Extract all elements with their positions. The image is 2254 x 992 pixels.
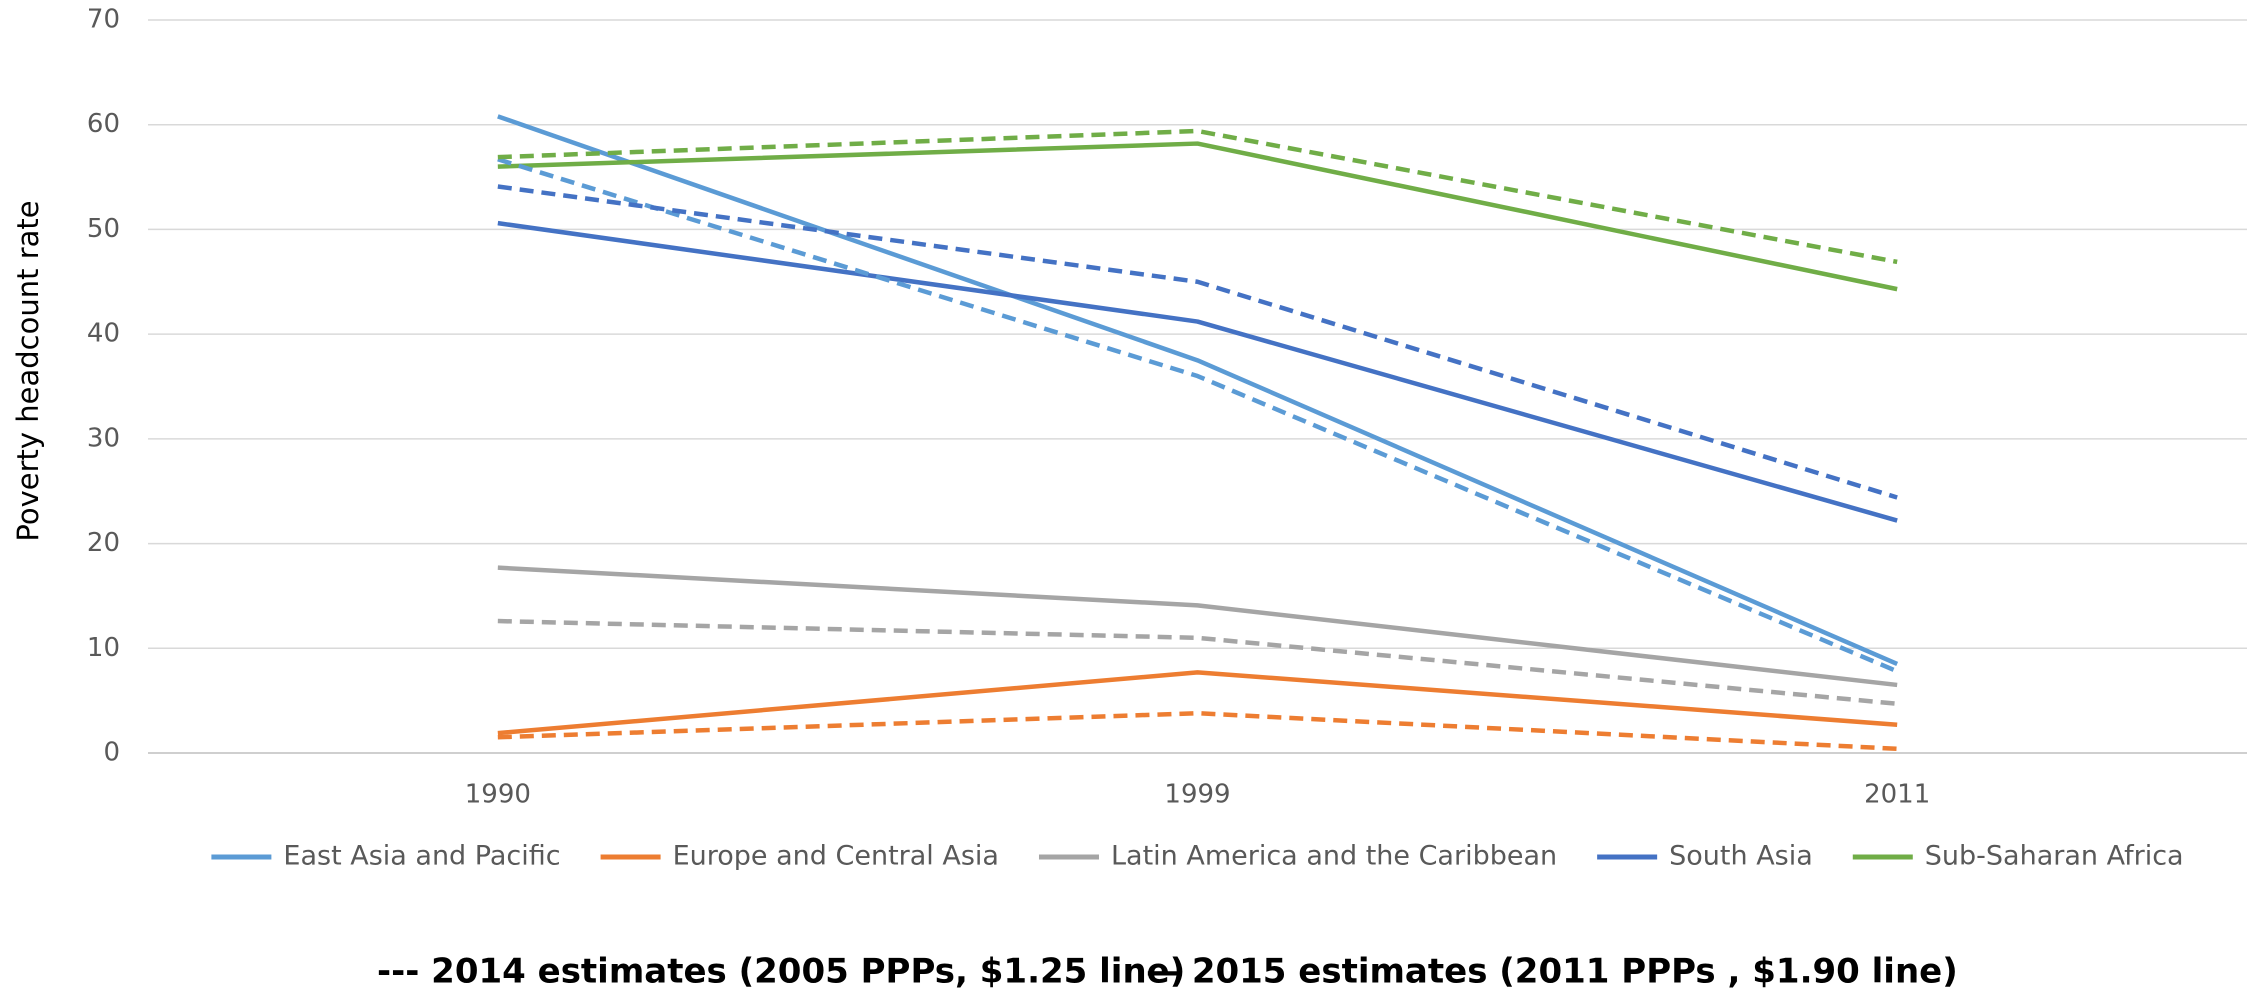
line-series xyxy=(497,670,1898,736)
line-series xyxy=(497,157,1899,674)
y-tick-label: 30 xyxy=(87,423,120,453)
y-tick-label: 70 xyxy=(87,5,120,35)
line-series xyxy=(497,114,1899,667)
x-tick-label: 1999 xyxy=(1164,780,1230,810)
y-axis-label: Poverty headcount rate xyxy=(11,200,45,541)
annotation: — 2015 estimates (2011 PPPs , $1.90 line… xyxy=(1146,952,1958,992)
legend-label: Europe and Central Asia xyxy=(673,841,999,872)
legend-label: Sub-Saharan Africa xyxy=(1925,841,2184,872)
y-tick-label: 20 xyxy=(87,528,120,558)
legend-label: South Asia xyxy=(1669,841,1813,872)
x-tick-label: 1990 xyxy=(465,780,531,810)
line-series xyxy=(497,618,1898,707)
legend-label: East Asia and Pacific xyxy=(283,841,560,872)
x-tick-label: 2011 xyxy=(1864,780,1930,810)
line-series xyxy=(497,565,1898,688)
line-series xyxy=(497,141,1898,292)
y-tick-label: 10 xyxy=(87,633,120,663)
y-tick-label: 0 xyxy=(103,738,120,768)
legend-label: Latin America and the Caribbean xyxy=(1111,841,1557,872)
line-series xyxy=(497,128,1898,265)
y-tick-label: 40 xyxy=(87,319,120,349)
y-tick-label: 60 xyxy=(87,109,120,139)
line-series xyxy=(497,710,1898,752)
annotation: --- 2014 estimates (2005 PPPs, $1.25 lin… xyxy=(377,952,1185,992)
line-series xyxy=(497,184,1898,500)
line-series xyxy=(497,220,1898,523)
y-tick-label: 50 xyxy=(87,214,120,244)
